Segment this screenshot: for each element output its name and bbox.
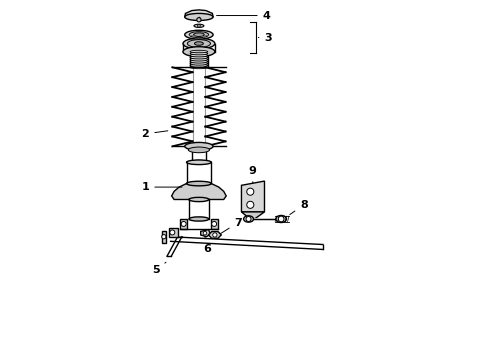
- Circle shape: [247, 188, 254, 195]
- Polygon shape: [242, 181, 265, 212]
- Polygon shape: [201, 230, 211, 237]
- Ellipse shape: [195, 42, 203, 45]
- Circle shape: [197, 18, 201, 22]
- Text: 1: 1: [142, 182, 182, 192]
- Ellipse shape: [188, 147, 210, 153]
- Ellipse shape: [187, 181, 211, 186]
- Ellipse shape: [276, 215, 287, 222]
- Ellipse shape: [190, 64, 208, 67]
- Polygon shape: [169, 228, 178, 237]
- Circle shape: [212, 221, 217, 226]
- Circle shape: [181, 221, 186, 226]
- Text: 9: 9: [249, 166, 257, 184]
- Circle shape: [247, 201, 254, 208]
- Circle shape: [246, 216, 251, 221]
- Text: 7: 7: [221, 217, 242, 234]
- Text: 4: 4: [217, 10, 270, 21]
- Ellipse shape: [187, 160, 211, 165]
- Ellipse shape: [190, 50, 208, 53]
- Bar: [211, 219, 218, 229]
- Ellipse shape: [183, 38, 215, 49]
- Ellipse shape: [189, 217, 209, 221]
- Ellipse shape: [190, 54, 208, 57]
- Ellipse shape: [194, 33, 204, 36]
- Polygon shape: [172, 184, 226, 199]
- Ellipse shape: [189, 197, 209, 202]
- Text: 5: 5: [152, 262, 166, 275]
- Ellipse shape: [183, 47, 215, 57]
- Text: 6: 6: [203, 237, 211, 254]
- Text: 2: 2: [142, 129, 168, 139]
- Ellipse shape: [190, 62, 208, 65]
- Polygon shape: [162, 231, 166, 243]
- Circle shape: [278, 216, 284, 222]
- Ellipse shape: [190, 66, 208, 69]
- Ellipse shape: [244, 216, 253, 222]
- Ellipse shape: [192, 161, 206, 164]
- Polygon shape: [242, 212, 265, 221]
- Ellipse shape: [187, 40, 210, 48]
- Ellipse shape: [190, 58, 208, 61]
- Circle shape: [203, 231, 207, 235]
- Ellipse shape: [185, 13, 213, 21]
- Circle shape: [213, 233, 217, 237]
- Ellipse shape: [185, 143, 213, 150]
- Ellipse shape: [190, 56, 208, 59]
- Ellipse shape: [190, 60, 208, 63]
- Polygon shape: [185, 10, 213, 17]
- Ellipse shape: [189, 32, 209, 38]
- Text: 3: 3: [258, 32, 272, 42]
- Polygon shape: [208, 231, 221, 238]
- Circle shape: [162, 235, 166, 239]
- Circle shape: [197, 24, 200, 27]
- Ellipse shape: [194, 24, 204, 27]
- Text: 8: 8: [290, 200, 308, 215]
- Ellipse shape: [185, 30, 213, 39]
- Ellipse shape: [190, 52, 208, 55]
- Bar: [180, 219, 187, 229]
- Circle shape: [170, 230, 175, 235]
